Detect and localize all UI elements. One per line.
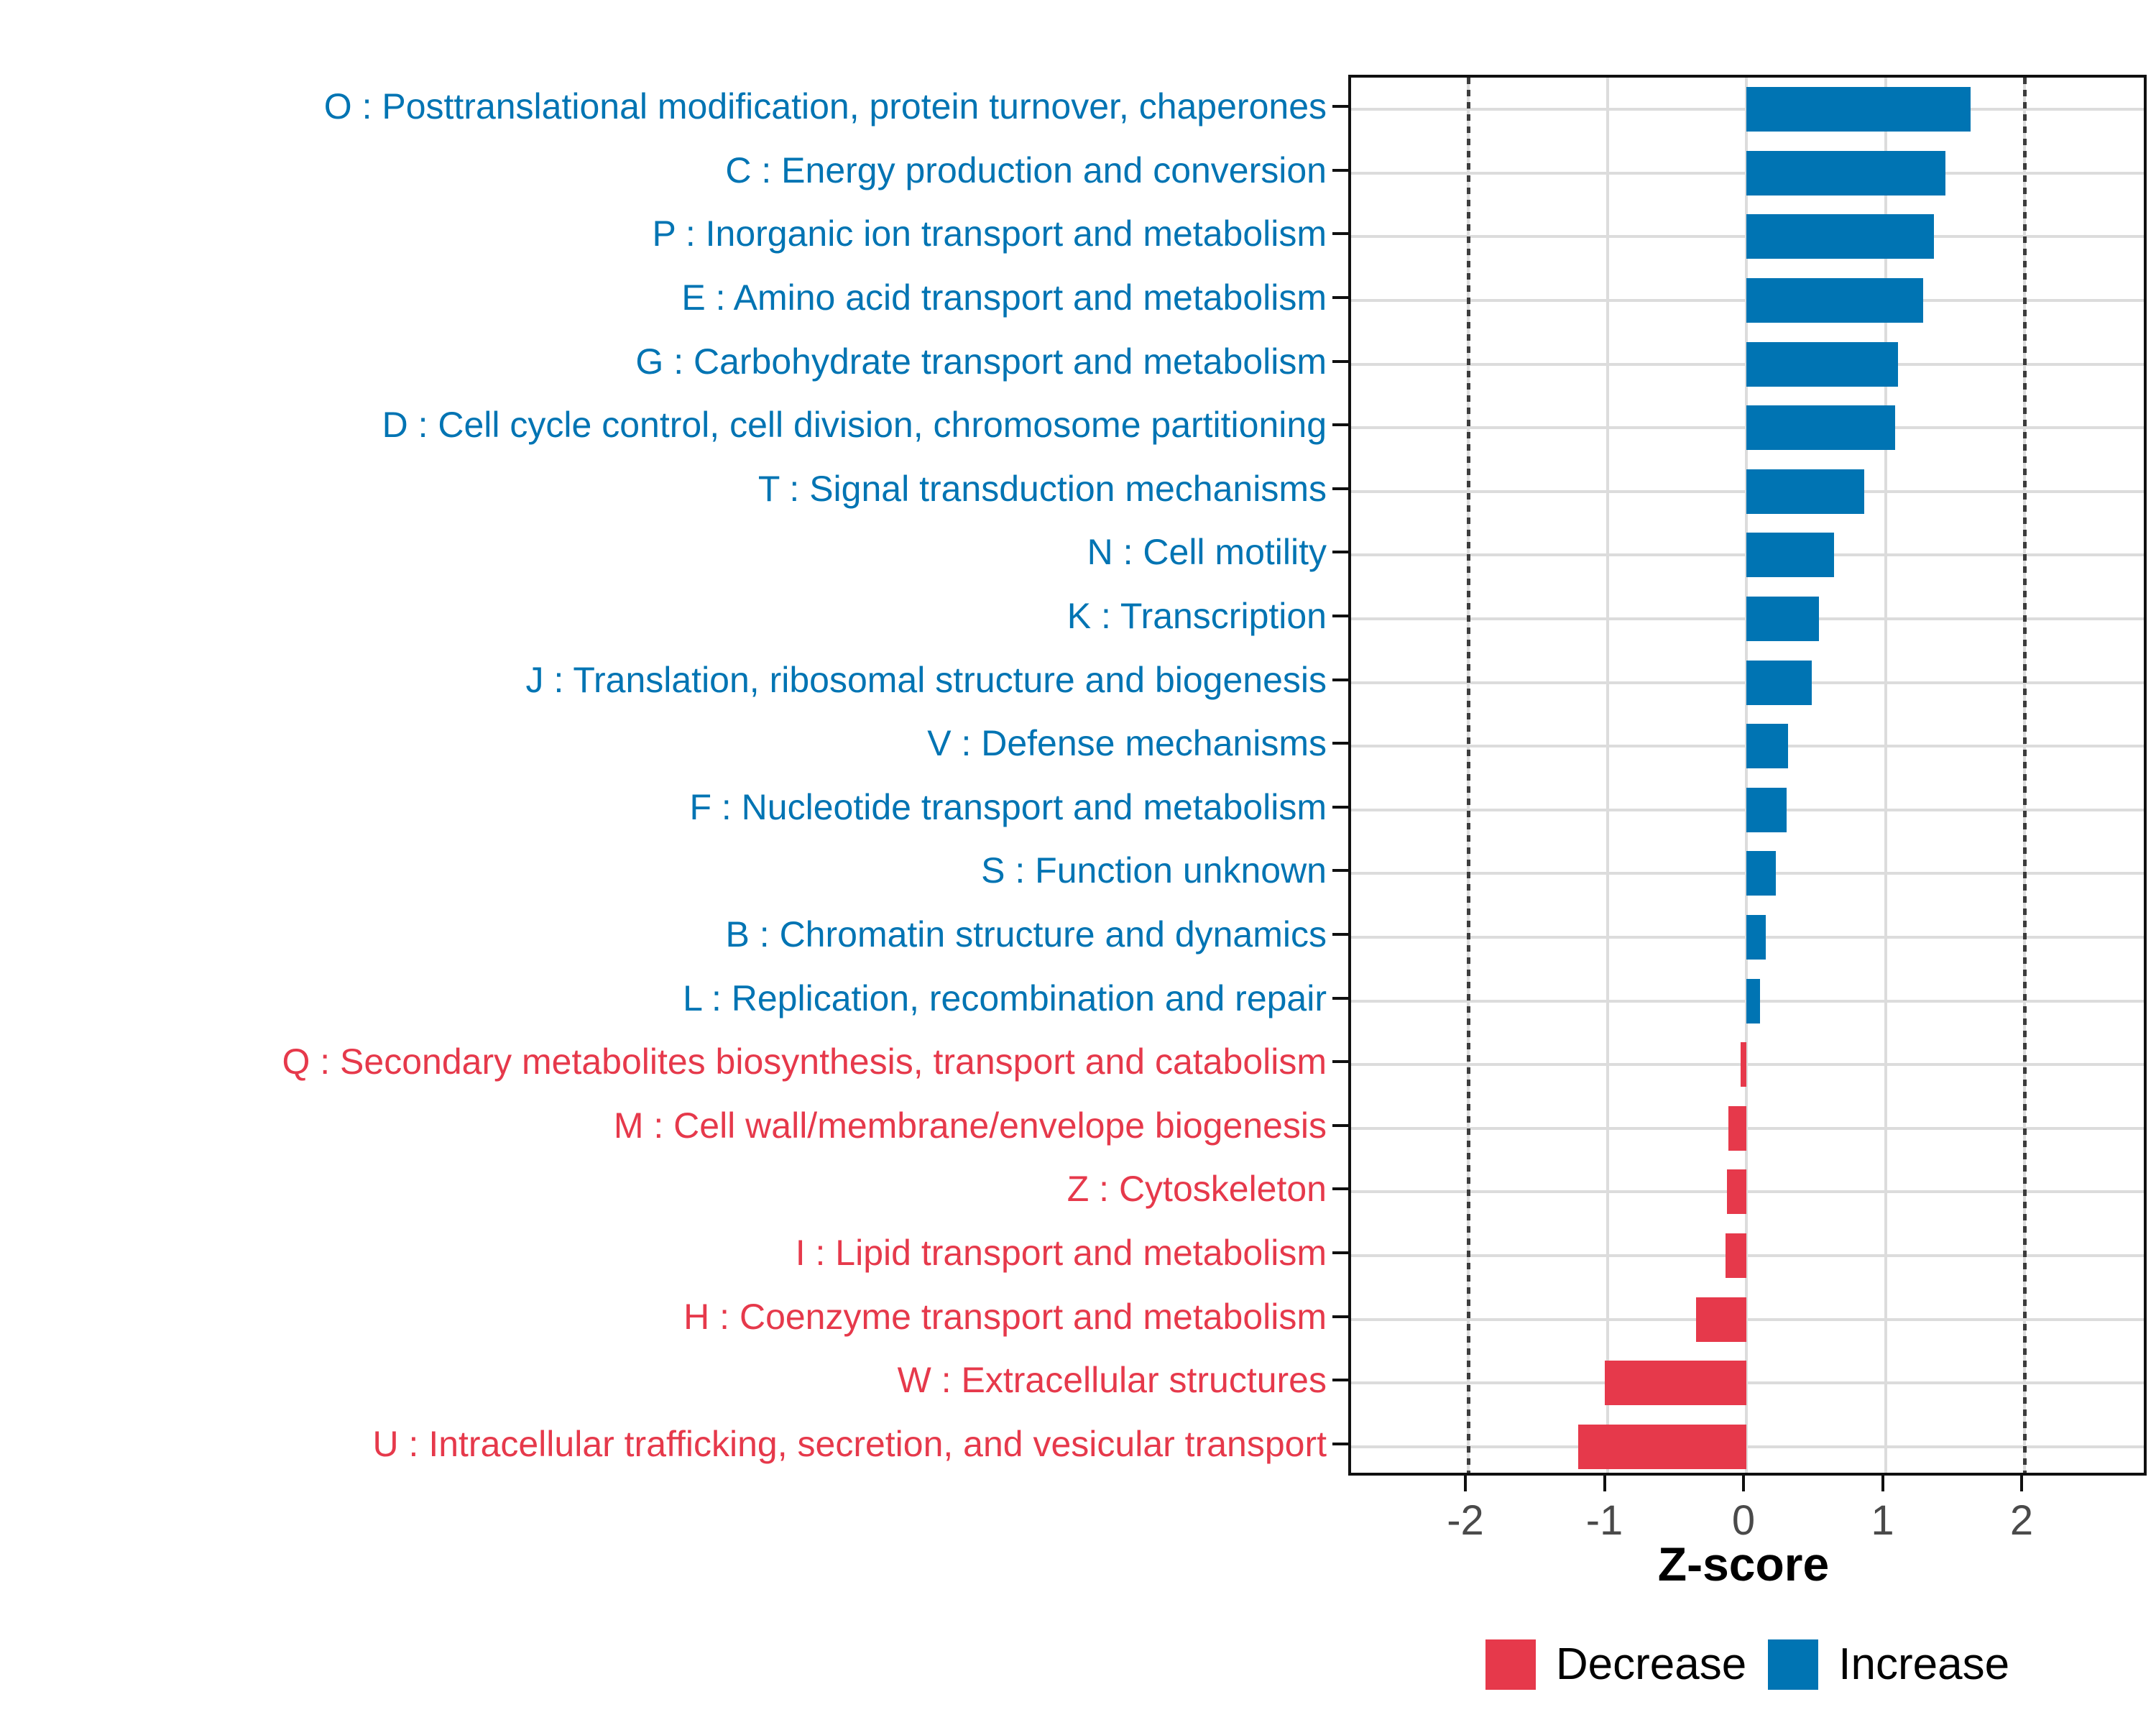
x-tick-2 [2020, 1476, 2023, 1491]
gridline-y [1351, 1317, 2144, 1321]
x-tick--1 [1603, 1476, 1606, 1491]
category-label-S: S : Function unknown [981, 850, 1327, 891]
bar-F [1746, 787, 1787, 832]
plot-panel [1348, 75, 2147, 1476]
bar-T [1746, 469, 1865, 514]
category-label-W: W : Extracellular structures [897, 1360, 1327, 1401]
category-label-H: H : Coenzyme transport and metabolism [683, 1296, 1327, 1337]
gridline-y [1351, 1063, 2144, 1067]
legend-item-increase: Increase [1768, 1639, 2009, 1690]
category-label-T: T : Signal transduction mechanisms [757, 468, 1327, 509]
y-tick-S [1332, 869, 1348, 873]
legend-swatch-increase [1768, 1639, 1819, 1690]
y-tick-Q [1332, 1060, 1348, 1064]
y-tick-B [1332, 932, 1348, 936]
y-tick-Z [1332, 1187, 1348, 1191]
x-tick-label-0: 0 [1731, 1497, 1756, 1544]
y-tick-V [1332, 742, 1348, 745]
bar-B [1746, 914, 1766, 960]
gridline-x--1 [1606, 78, 1609, 1473]
bar-W [1604, 1361, 1746, 1406]
x-tick-label-2: 2 [2009, 1497, 2034, 1544]
legend-label: Decrease [1555, 1639, 1747, 1689]
y-tick-W [1332, 1379, 1348, 1382]
y-tick-T [1332, 487, 1348, 490]
bar-N [1746, 533, 1834, 578]
dashed-guide-2 [2022, 78, 2027, 1473]
legend-item-decrease: Decrease [1485, 1639, 1746, 1690]
category-label-K: K : Transcription [1067, 596, 1327, 636]
x-tick-label--2: -2 [1447, 1497, 1484, 1544]
bar-P [1746, 214, 1935, 259]
category-label-B: B : Chromatin structure and dynamics [725, 914, 1327, 954]
y-tick-F [1332, 805, 1348, 809]
bar-J [1746, 660, 1812, 705]
y-tick-P [1332, 232, 1348, 236]
y-tick-G [1332, 359, 1348, 363]
bar-G [1746, 341, 1898, 387]
x-tick-0 [1742, 1476, 1745, 1491]
category-label-Q: Q : Secondary metabolites biosynthesis, … [282, 1041, 1327, 1082]
x-axis-title: Z-score [1657, 1537, 1830, 1591]
gridline-y [1351, 1254, 2144, 1257]
bar-L [1746, 978, 1761, 1024]
bar-Q [1741, 1042, 1746, 1087]
bar-D [1746, 405, 1896, 451]
legend-swatch-decrease [1485, 1639, 1536, 1690]
category-label-D: D : Cell cycle control, cell division, c… [382, 405, 1327, 446]
bar-M [1728, 1105, 1746, 1151]
gridline-y [1351, 1445, 2144, 1448]
category-label-P: P : Inorganic ion transport and metaboli… [652, 213, 1327, 254]
y-tick-H [1332, 1315, 1348, 1318]
bar-Z [1726, 1169, 1746, 1215]
category-label-G: G : Carbohydrate transport and metabolis… [635, 341, 1327, 382]
y-tick-C [1332, 168, 1348, 172]
legend-label: Increase [1838, 1639, 2010, 1689]
category-label-J: J : Translation, ribosomal structure and… [525, 659, 1327, 700]
legend: Decrease Increase [1348, 1638, 2147, 1691]
gridline-x-1 [1884, 78, 1887, 1473]
x-tick-1 [1881, 1476, 1884, 1491]
y-tick-K [1332, 615, 1348, 618]
gridline-y [1351, 1381, 2144, 1385]
bar-O [1746, 87, 1971, 132]
category-label-F: F : Nucleotide transport and metabolism [689, 786, 1327, 827]
y-tick-E [1332, 296, 1348, 300]
gridline-y [1351, 1126, 2144, 1130]
bar-U [1577, 1424, 1746, 1469]
dashed-guide--2 [1466, 78, 1470, 1473]
y-tick-O [1332, 105, 1348, 109]
category-label-N: N : Cell motility [1087, 532, 1327, 573]
y-tick-L [1332, 996, 1348, 1000]
gridline-x-0 [1745, 78, 1748, 1473]
x-tick-label--1: -1 [1585, 1497, 1623, 1544]
y-tick-U [1332, 1442, 1348, 1445]
bar-E [1746, 278, 1923, 323]
bar-S [1746, 851, 1776, 896]
category-label-Z: Z : Cytoskeleton [1067, 1169, 1327, 1210]
y-tick-I [1332, 1251, 1348, 1254]
bar-I [1725, 1233, 1746, 1278]
gridline-y [1351, 1190, 2144, 1194]
category-label-U: U : Intracellular trafficking, secretion… [372, 1423, 1327, 1464]
y-tick-M [1332, 1123, 1348, 1127]
category-label-L: L : Replication, recombination and repai… [683, 978, 1327, 1018]
category-label-M: M : Cell wall/membrane/envelope biogenes… [613, 1105, 1327, 1146]
y-tick-J [1332, 678, 1348, 681]
bar-H [1696, 1297, 1746, 1342]
bar-C [1746, 150, 1945, 196]
category-label-E: E : Amino acid transport and metabolism [681, 277, 1327, 318]
category-label-V: V : Defense mechanisms [927, 723, 1327, 764]
y-tick-N [1332, 551, 1348, 554]
x-tick--2 [1464, 1476, 1467, 1491]
x-tick-label-1: 1 [1871, 1497, 1894, 1544]
bar-K [1746, 597, 1819, 642]
category-label-I: I : Lipid transport and metabolism [795, 1232, 1327, 1273]
category-label-C: C : Energy production and conversion [725, 150, 1327, 190]
y-tick-D [1332, 423, 1348, 427]
bar-V [1746, 724, 1789, 769]
category-label-O: O : Posttranslational modification, prot… [323, 86, 1327, 127]
